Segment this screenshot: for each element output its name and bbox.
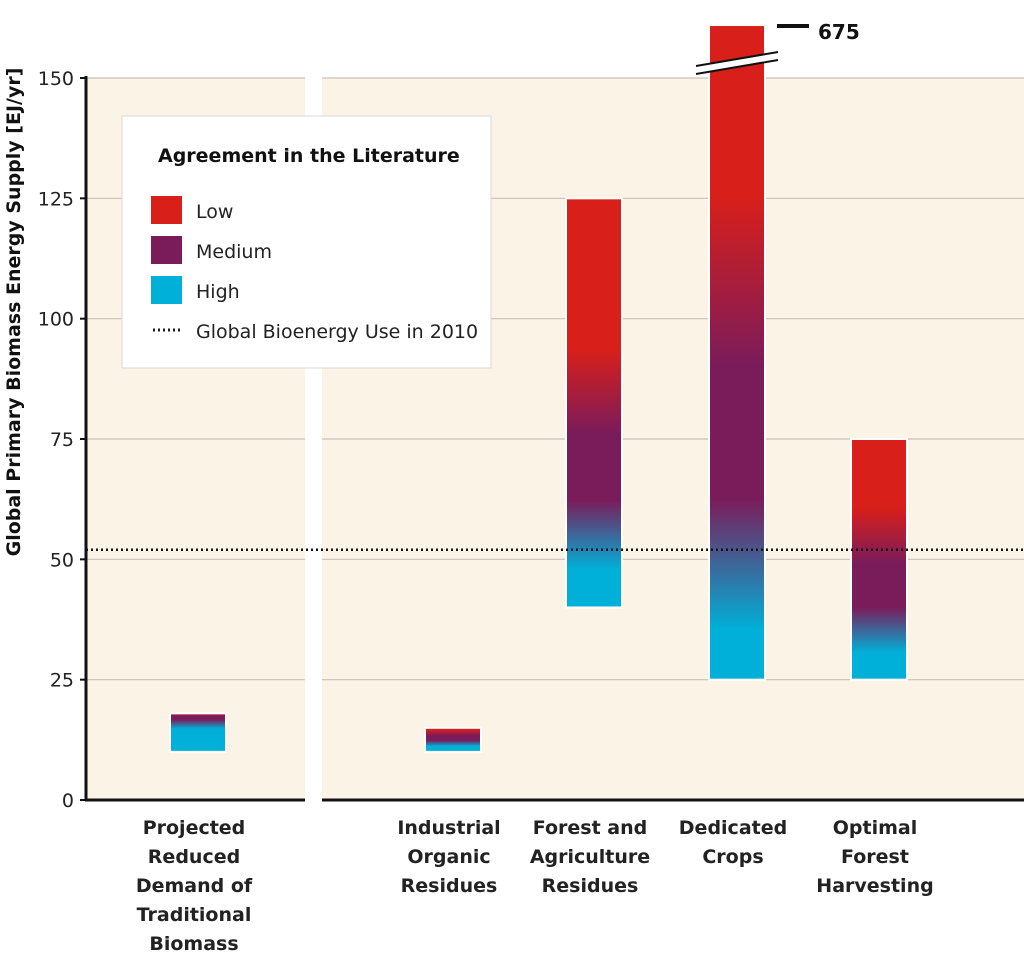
category-label: Residues — [542, 875, 639, 897]
legend: Agreement in the Literature Low Medium H… — [121, 115, 492, 369]
y-tick-label: 50 — [50, 549, 74, 571]
category-label: Harvesting — [816, 875, 933, 897]
category-label: Forest and — [533, 817, 647, 839]
bars — [169, 24, 908, 753]
legend-label-bioenergy-2010: Global Bioenergy Use in 2010 — [196, 321, 478, 343]
range-bar — [565, 197, 623, 609]
category-label: Reduced — [148, 846, 240, 868]
range-bar — [850, 438, 908, 681]
legend-swatch-medium — [151, 236, 182, 264]
category-labels: Projected Reduced Demand of Traditional Biom… — [136, 817, 934, 955]
category-label: Agriculture — [530, 846, 650, 868]
y-tick-label: 0 — [62, 790, 74, 812]
legend-box — [121, 115, 492, 369]
legend-label-high: High — [196, 281, 240, 303]
category-label: Optimal — [833, 817, 917, 839]
y-tick-label: 125 — [38, 188, 74, 210]
y-axis-title: Global Primary Biomass Energy Supply [EJ… — [3, 68, 25, 557]
y-ticks: 0 25 50 75 100 125 150 — [38, 68, 86, 812]
y-tick-label: 75 — [50, 429, 74, 451]
axis-break-line-upper — [695, 51, 779, 67]
axis-break-line-lower — [695, 59, 779, 75]
legend-swatch-low — [151, 196, 182, 224]
category-label: Dedicated — [679, 817, 787, 839]
y-tick-label: 150 — [38, 68, 74, 90]
legend-label-low: Low — [196, 201, 233, 223]
legend-swatch-high — [151, 276, 182, 304]
legend-label-medium: Medium — [196, 241, 272, 263]
category-label: Organic — [407, 846, 490, 868]
category-label: Crops — [702, 846, 763, 868]
legend-title: Agreement in the Literature — [158, 145, 460, 167]
y-tick-label: 100 — [38, 309, 74, 331]
category-label: Demand of — [136, 875, 253, 897]
max-value-label: 675 — [818, 20, 860, 44]
y-tick-label: 25 — [50, 670, 74, 692]
range-bar — [424, 726, 482, 753]
category-label: Forest — [841, 846, 909, 868]
category-label: Biomass — [149, 933, 238, 955]
range-bar — [169, 712, 227, 753]
category-label: Industrial — [397, 817, 500, 839]
category-label: Residues — [401, 875, 498, 897]
range-bar — [708, 24, 766, 681]
dedicated-crops-break: 675 — [695, 20, 860, 75]
category-label: Traditional — [137, 904, 252, 926]
category-label: Projected — [143, 817, 246, 839]
axis-break-gap — [696, 52, 778, 74]
